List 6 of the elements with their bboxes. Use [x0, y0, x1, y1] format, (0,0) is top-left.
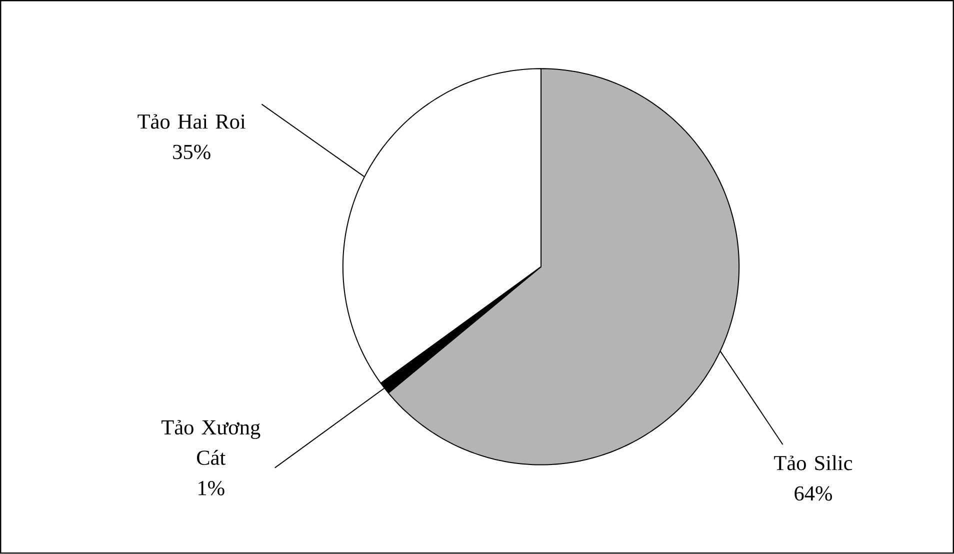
slice-label: Tảo Silic: [774, 455, 852, 470]
data-label: 1%: [198, 481, 224, 496]
slice-label: Tảo Hai Roi: [138, 114, 246, 129]
data-label: 64%: [794, 486, 832, 501]
data-label: 35%: [173, 144, 210, 160]
slice-label: Tảo Xương Cát: [162, 420, 260, 466]
